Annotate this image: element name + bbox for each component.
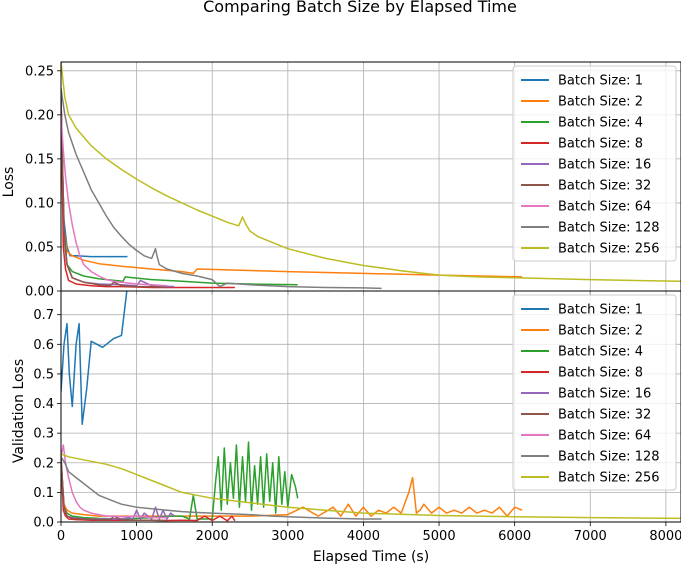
top-series-group: [61, 62, 681, 290]
bottom-ytick-label-3: 0.3: [33, 427, 54, 442]
bottom-xtick-label-4: 4000: [347, 529, 380, 544]
bottom-legend: Batch Size: 1 Batch Size: 2 Batch Size: 4 B…: [512, 294, 677, 491]
top-series-line-7: [61, 114, 167, 287]
bottom-xtick-label-7: 7000: [574, 529, 607, 544]
bottom-series-line-8: [61, 456, 382, 520]
bottom-axes-frame: [60, 290, 681, 523]
top-series-line-9: [61, 62, 681, 283]
top-legend-label-2: Batch Size: 2: [558, 95, 643, 110]
top-ytick-label-2: 0.10: [25, 196, 54, 211]
top-legend-label-3: Batch Size: 4: [558, 116, 643, 131]
bottom-ylabel: Validation Loss: [11, 359, 27, 463]
top-series-line-2: [61, 97, 523, 278]
top-legend-label-7: Batch Size: 64: [558, 200, 651, 215]
bottom-ytick-label-0: 0.0: [33, 516, 54, 531]
bottom-xtick-label-5: 5000: [423, 529, 456, 544]
top-ytick-label-5: 0.25: [25, 64, 54, 79]
panel-bottom: 0.0 0.1 0.2 0.3 0.4 0.5 0.6 0.7 0 1000 2000 3000 400…: [11, 290, 681, 565]
top-legend-label-1: Batch Size: 1: [558, 74, 643, 89]
bottom-xlabel: Elapsed Time (s): [313, 549, 429, 565]
bottom-series-line-2: [61, 462, 523, 517]
bottom-series-line-7: [61, 444, 167, 519]
bottom-series-line-3: [61, 441, 299, 520]
top-ytick-label-0: 0.00: [25, 285, 54, 300]
bottom-series-line-1: [61, 291, 128, 426]
bottom-legend-label-3: Batch Size: 4: [558, 345, 643, 360]
top-legend: Batch Size: 1 Batch Size: 2 Batch Size: 4 B…: [512, 65, 677, 262]
top-ylabel: Loss: [1, 167, 17, 198]
bottom-legend-label-5: Batch Size: 16: [558, 387, 651, 402]
bottom-legend-label-1: Batch Size: 1: [558, 303, 643, 318]
top-series-line-8: [61, 88, 382, 290]
bottom-xtick-label-6: 6000: [498, 529, 531, 544]
bottom-legend-label-8: Batch Size: 128: [558, 450, 660, 465]
top-legend-box: [512, 65, 677, 262]
bottom-xtick-label-2: 2000: [196, 529, 229, 544]
bottom-ytick-label-2: 0.2: [33, 456, 54, 471]
top-ytick-label-4: 0.20: [25, 108, 54, 123]
bottom-ytick-label-4: 0.4: [33, 397, 54, 412]
top-legend-label-9: Batch Size: 256: [558, 242, 660, 257]
top-legend-label-6: Batch Size: 32: [558, 179, 651, 194]
bottom-legend-label-6: Batch Size: 32: [558, 408, 651, 423]
top-legend-label-5: Batch Size: 16: [558, 158, 651, 173]
bottom-legend-label-7: Batch Size: 64: [558, 429, 651, 444]
top-series-line-4: [61, 97, 235, 289]
top-legend-label-4: Batch Size: 8: [558, 137, 643, 152]
bottom-xtick-label-8: 8000: [649, 529, 681, 544]
bottom-series-line-6: [61, 456, 167, 522]
top-ytick-label-1: 0.05: [25, 240, 54, 255]
bottom-series-group: [61, 291, 681, 522]
top-legend-label-8: Batch Size: 128: [558, 221, 660, 236]
figure-title: Comparing Batch Size by Elapsed Time: [203, 0, 517, 16]
top-series-line-6: [61, 97, 167, 289]
bottom-xtick-label-3: 3000: [271, 529, 304, 544]
bottom-legend-label-4: Batch Size: 8: [558, 366, 643, 381]
bottom-ytick-label-1: 0.1: [33, 486, 54, 501]
bottom-xtick-label-1: 1000: [120, 529, 153, 544]
bottom-legend-box: [512, 294, 677, 491]
bottom-legend-label-2: Batch Size: 2: [558, 324, 643, 339]
top-ytick-label-3: 0.15: [25, 152, 54, 167]
bottom-legend-label-9: Batch Size: 256: [558, 471, 660, 486]
bottom-ytick-label-6: 0.6: [33, 338, 54, 353]
bottom-xtick-label-0: 0: [57, 529, 65, 544]
bottom-ytick-label-5: 0.5: [33, 367, 54, 382]
bottom-ytick-label-7: 0.7: [33, 308, 54, 323]
bottom-series-line-9: [61, 453, 681, 520]
